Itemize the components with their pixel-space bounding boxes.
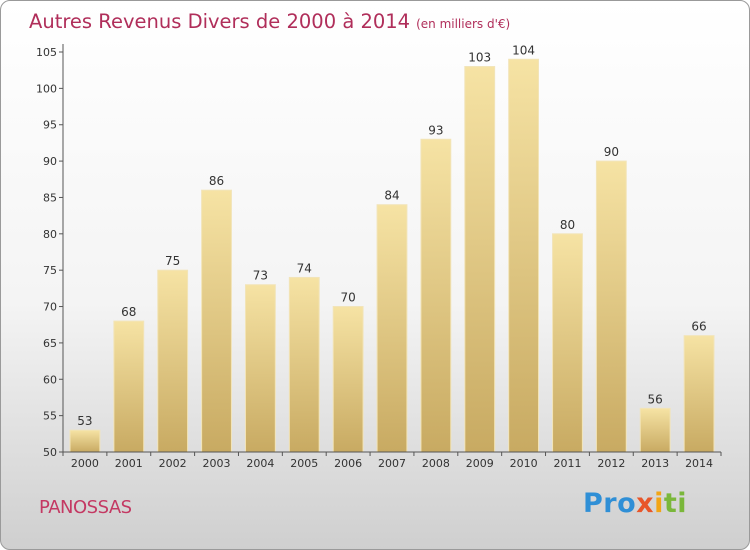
x-tick-label-2014: 2014 xyxy=(685,457,713,470)
value-label-2004: 73 xyxy=(253,269,268,283)
logo-part-2: x xyxy=(636,488,655,519)
value-label-2010: 104 xyxy=(512,43,535,57)
y-tick-label-80: 80 xyxy=(43,228,57,241)
value-label-2007: 84 xyxy=(384,189,399,203)
bar-2011 xyxy=(552,233,583,453)
x-tick-label-2002: 2002 xyxy=(159,457,187,470)
bar-2010 xyxy=(508,58,540,453)
chart-unit-text: (en milliers d'€) xyxy=(416,17,511,31)
y-tick-label-105: 105 xyxy=(36,46,57,59)
bars-group: 53 68 75 86 73 74 70 84 93 103 104 80 90 56 66 xyxy=(69,43,715,453)
x-tick-label-2010: 2010 xyxy=(510,457,538,470)
value-label-2009: 103 xyxy=(468,51,491,65)
logo-part-4: ti xyxy=(663,488,688,519)
y-tick-label-100: 100 xyxy=(36,82,57,95)
y-tick-label-65: 65 xyxy=(43,337,57,350)
value-label-2005: 74 xyxy=(297,261,312,275)
bar-2007 xyxy=(376,204,408,453)
x-tick-label-2001: 2001 xyxy=(115,457,143,470)
place-name: PANOSSAS xyxy=(39,497,132,518)
value-label-2002: 75 xyxy=(165,254,180,268)
value-label-2001: 68 xyxy=(121,305,136,319)
y-tick-label-55: 55 xyxy=(43,410,57,423)
bar-2008 xyxy=(420,138,452,453)
value-label-2011: 80 xyxy=(560,218,575,232)
value-label-2000: 53 xyxy=(77,414,92,428)
bar-2000 xyxy=(69,429,101,453)
x-tick-label-2008: 2008 xyxy=(422,457,450,470)
bar-2012 xyxy=(595,160,627,453)
y-tick-label-70: 70 xyxy=(43,301,57,314)
bar-2006 xyxy=(332,306,364,453)
bar-2001 xyxy=(113,320,145,453)
bar-2005 xyxy=(288,276,320,453)
proxiti-logo[interactable]: Proxiti xyxy=(583,488,687,519)
bar-2013 xyxy=(639,407,671,453)
y-tick-label-85: 85 xyxy=(43,191,57,204)
y-tick-label-75: 75 xyxy=(43,264,57,277)
chart-title-text: Autres Revenus Divers de 2000 à 2014 xyxy=(29,10,411,33)
y-tick-label-60: 60 xyxy=(43,373,57,386)
chart-title: Autres Revenus Divers de 2000 à 2014 (en … xyxy=(29,10,510,33)
x-tick-label-2003: 2003 xyxy=(203,457,231,470)
x-tick-label-2007: 2007 xyxy=(378,457,406,470)
bar-2004 xyxy=(244,284,276,453)
value-label-2003: 86 xyxy=(209,174,224,188)
axes-group: 2000 2001 2002 2003 2004 2005 2006 2007 2008 2009… xyxy=(36,44,722,470)
bar-2009 xyxy=(464,66,496,453)
x-tick-label-2012: 2012 xyxy=(597,457,625,470)
bar-2003 xyxy=(201,189,232,453)
x-tick-label-2005: 2005 xyxy=(290,457,318,470)
bar-2002 xyxy=(157,269,189,453)
logo-part-1: Pro xyxy=(583,488,637,519)
value-label-2006: 70 xyxy=(340,291,355,305)
y-tick-label-90: 90 xyxy=(43,155,57,168)
x-tick-label-2011: 2011 xyxy=(553,457,581,470)
x-tick-label-2013: 2013 xyxy=(641,457,669,470)
value-label-2013: 56 xyxy=(648,392,663,406)
x-tick-label-2004: 2004 xyxy=(246,457,274,470)
x-tick-label-2000: 2000 xyxy=(71,457,99,470)
x-tick-label-2006: 2006 xyxy=(334,457,362,470)
value-label-2008: 93 xyxy=(428,123,443,137)
logo-part-3: i xyxy=(654,488,664,519)
x-tick-label-2009: 2009 xyxy=(466,457,494,470)
value-label-2014: 66 xyxy=(691,320,706,334)
y-tick-label-50: 50 xyxy=(43,446,57,459)
y-tick-label-95: 95 xyxy=(43,119,57,132)
value-label-2012: 90 xyxy=(604,145,619,159)
bar-2014 xyxy=(683,335,715,453)
